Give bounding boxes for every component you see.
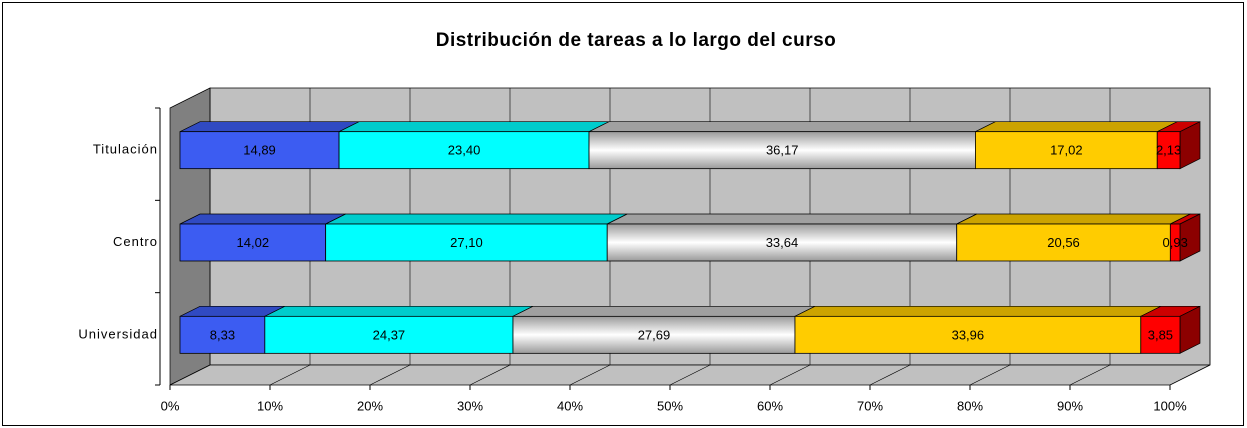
x-tick-label: 80% <box>957 398 983 413</box>
data-label: 27,69 <box>638 327 671 342</box>
bar-top <box>794 305 1161 317</box>
grid-line <box>369 364 411 386</box>
x-tick-label: 70% <box>857 398 883 413</box>
x-tick-label: 60% <box>757 398 783 413</box>
bar <box>325 223 608 262</box>
chart-title: Distribución de tareas a lo largo del cu… <box>436 30 837 51</box>
grid-line <box>569 364 611 386</box>
bar-top <box>325 213 628 225</box>
bar <box>512 315 796 354</box>
grid-line <box>869 364 911 386</box>
x-tick-label: 50% <box>657 398 683 413</box>
data-label: 33,96 <box>952 327 985 342</box>
bar <box>179 223 327 262</box>
bar-top <box>179 213 346 225</box>
x-tick-label: 10% <box>257 398 283 413</box>
grid-line <box>1169 364 1211 386</box>
bar-top <box>512 305 816 317</box>
bar-top <box>975 121 1178 133</box>
x-tick-label: 0% <box>161 398 180 413</box>
bar <box>956 223 1171 262</box>
bar <box>338 131 590 170</box>
bar <box>794 315 1142 354</box>
bar <box>179 131 340 170</box>
data-label: 0,93 <box>1163 235 1188 250</box>
y-tick-label: Universidad <box>78 326 158 341</box>
bar-top <box>264 305 534 317</box>
grid-line <box>269 364 311 386</box>
grid-line <box>969 364 1011 386</box>
grid-line <box>169 364 211 386</box>
data-label: 3,85 <box>1148 327 1173 342</box>
x-tick-label: 40% <box>557 398 583 413</box>
bar <box>264 315 514 354</box>
data-label: 2,13 <box>1156 143 1181 158</box>
bar-top <box>179 121 360 133</box>
bar <box>1169 223 1181 262</box>
bar <box>179 315 266 354</box>
bar-top <box>588 121 996 133</box>
bar <box>1156 131 1181 170</box>
data-label: 36,17 <box>766 143 799 158</box>
data-label: 14,89 <box>243 143 276 158</box>
data-label: 23,40 <box>448 143 481 158</box>
bar <box>1140 315 1181 354</box>
data-label: 8,33 <box>210 327 235 342</box>
grid-line <box>1069 364 1111 386</box>
bar-top <box>607 213 977 225</box>
data-label: 20,56 <box>1047 235 1080 250</box>
data-label: 17,02 <box>1050 143 1083 158</box>
bar <box>606 223 958 262</box>
y-tick-label: Centro <box>113 234 158 249</box>
data-label: 33,64 <box>766 235 799 250</box>
grid-line <box>769 364 811 386</box>
data-label: 27,10 <box>450 235 483 250</box>
bar <box>588 131 976 170</box>
data-label: 24,37 <box>373 327 406 342</box>
grid-line <box>469 364 511 386</box>
y-tick-label: Titulación <box>93 142 158 157</box>
grid-line <box>669 364 711 386</box>
bar-top <box>956 213 1191 225</box>
bar-top <box>338 121 610 133</box>
x-tick-label: 90% <box>1057 398 1083 413</box>
x-tick-label: 30% <box>457 398 483 413</box>
x-tick-label: 100% <box>1153 398 1187 413</box>
data-label: 14,02 <box>237 235 270 250</box>
x-tick-label: 20% <box>357 398 383 413</box>
